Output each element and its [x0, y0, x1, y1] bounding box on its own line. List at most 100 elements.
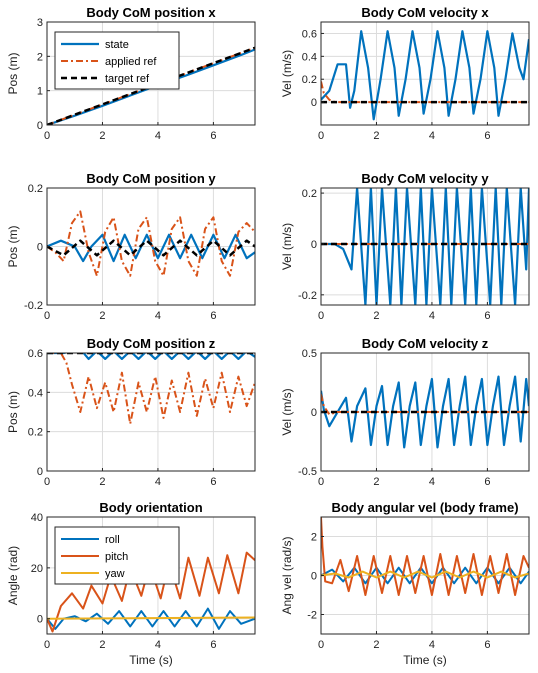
y-axis-label: Pos (m): [6, 52, 20, 94]
x-tick-label: 4: [429, 310, 435, 322]
x-tick-label: 4: [155, 639, 161, 651]
axes-box: [320, 187, 530, 306]
legend-entry: roll: [105, 534, 120, 546]
series-line-yaw: [47, 616, 255, 620]
subplot-8: 0 2 4 6 -2 0 2 Body angular vel (body frame) Ang…: [280, 500, 530, 667]
x-tick-label: 2: [373, 639, 379, 651]
x-tick-label: 0: [44, 639, 50, 651]
series-line-target-ref: [47, 239, 255, 257]
y-tick-label: 2: [311, 532, 317, 544]
y-tick-label: 0: [311, 97, 317, 109]
subplot-2: 0 2 4 6 0 0.2 0.4 0.6 Body CoM velocity x Vel (m/…: [280, 5, 530, 142]
x-tick-label: 4: [155, 310, 161, 322]
legend: roll pitch yaw: [54, 526, 180, 585]
y-tick-label: 2: [37, 51, 43, 63]
legend-box: [54, 31, 180, 90]
chart-title: Body CoM velocity x: [361, 5, 489, 20]
x-tick-label: 0: [318, 130, 324, 142]
subplot-1: 0 2 4 6 0 1 2 3 Body CoM position x Pos (m) state a…: [6, 5, 256, 142]
y-tick-label: 0.2: [302, 188, 317, 200]
y-axis-label: Pos (m): [6, 225, 20, 267]
y-axis-label: Ang vel (rad/s): [280, 536, 294, 614]
x-tick-label: 2: [99, 310, 105, 322]
x-tick-label: 0: [318, 476, 324, 488]
x-tick-label: 2: [99, 130, 105, 142]
series-line-state: [321, 375, 529, 449]
series-line-applied-ref: [47, 353, 255, 425]
chart-title: Body CoM position x: [86, 5, 216, 20]
series-line-applied-ref: [47, 210, 255, 277]
series-line-applied-ref: [47, 46, 255, 125]
x-axis-label: Time (s): [129, 653, 173, 667]
y-tick-label: -2: [307, 610, 317, 622]
y-tick-label: 0: [311, 571, 317, 583]
x-tick-label: 2: [373, 130, 379, 142]
y-axis-label: Vel (m/s): [280, 223, 294, 270]
x-tick-label: 4: [429, 130, 435, 142]
x-tick-label: 0: [318, 310, 324, 322]
chart-title: Body angular vel (body frame): [331, 500, 518, 515]
y-axis-label: Pos (m): [6, 391, 20, 433]
y-tick-label: -0.5: [298, 466, 317, 478]
y-tick-label: 0: [311, 407, 317, 419]
x-tick-label: 4: [155, 476, 161, 488]
plot-area: [47, 353, 255, 471]
x-tick-label: 2: [99, 476, 105, 488]
legend-entry: pitch: [105, 551, 128, 563]
axes-box: [46, 21, 256, 126]
x-tick-label: 2: [373, 476, 379, 488]
axes-box: [320, 21, 530, 126]
y-tick-label: 0.6: [302, 28, 317, 40]
legend-entry: yaw: [105, 568, 125, 580]
y-tick-label: -0.2: [24, 300, 43, 312]
x-tick-label: 6: [484, 310, 490, 322]
y-tick-label: 0.2: [28, 427, 43, 439]
x-tick-label: 2: [373, 310, 379, 322]
legend-entry: state: [105, 39, 129, 51]
series-line-state: [47, 353, 255, 360]
y-tick-label: 0.5: [302, 348, 317, 360]
chart-title: Body CoM position z: [87, 336, 216, 351]
x-tick-label: 6: [210, 639, 216, 651]
chart-title: Body CoM velocity y: [361, 171, 489, 186]
y-tick-label: 0: [311, 239, 317, 251]
series-group: [321, 375, 529, 449]
y-tick-label: 0.4: [302, 51, 317, 63]
chart-title: Body CoM velocity z: [362, 336, 489, 351]
chart-title: Body orientation: [99, 500, 202, 515]
x-tick-label: 4: [155, 130, 161, 142]
y-axis-label: Angle (rad): [6, 546, 20, 605]
series-group: [321, 517, 529, 596]
x-tick-label: 0: [44, 310, 50, 322]
x-tick-label: 6: [484, 130, 490, 142]
series-group: [47, 353, 255, 425]
x-tick-label: 6: [210, 476, 216, 488]
x-tick-label: 0: [44, 476, 50, 488]
y-tick-label: 20: [31, 563, 43, 575]
y-tick-label: 0: [37, 120, 43, 132]
y-axis-label: Vel (m/s): [280, 50, 294, 97]
x-tick-label: 4: [429, 476, 435, 488]
x-tick-label: 6: [484, 639, 490, 651]
x-tick-label: 0: [318, 639, 324, 651]
x-tick-label: 6: [210, 130, 216, 142]
y-tick-label: 0.2: [28, 183, 43, 195]
series-group: [321, 188, 529, 305]
y-tick-label: 0: [37, 466, 43, 478]
y-tick-label: 0.6: [28, 348, 43, 360]
x-tick-label: 6: [210, 310, 216, 322]
x-tick-label: 2: [99, 639, 105, 651]
chart-title: Body CoM position y: [86, 171, 216, 186]
x-tick-label: 4: [429, 639, 435, 651]
legend-entry: applied ref: [105, 56, 157, 68]
x-tick-label: 6: [484, 476, 490, 488]
series-group: [47, 210, 255, 277]
legend: state applied ref target ref: [54, 31, 180, 90]
y-tick-label: 0.4: [28, 387, 43, 399]
subplot-5: 0 2 4 6 0 0.2 0.4 0.6 Body CoM position z Pos (m): [6, 336, 256, 488]
y-tick-label: 0.2: [302, 74, 317, 86]
